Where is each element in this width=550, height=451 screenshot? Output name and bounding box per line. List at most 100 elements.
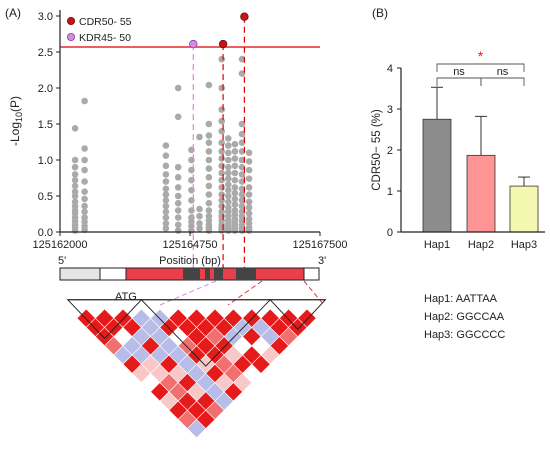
- data-point-1-11: [81, 145, 88, 152]
- y-title-rest: (P): [8, 96, 22, 112]
- data-point-10-5: [238, 208, 246, 216]
- data-point-10-10: [238, 178, 246, 185]
- data-point-9-10: [231, 184, 239, 191]
- data-point-10-17: [238, 120, 246, 128]
- data-point-7-20: [218, 84, 225, 92]
- data-point-10-9: [238, 185, 246, 193]
- data-point-7-12: [218, 169, 225, 177]
- y-tick-label-3: 1.5: [38, 119, 53, 131]
- data-point-0-16: [71, 125, 79, 132]
- data-point-9-16: [231, 140, 239, 148]
- intron-5: [99, 267, 127, 281]
- manhattan-plot: 0.0 0.5 1.0 1.5 2.0 2.5 3.0 125162000 125164750…: [8, 10, 348, 268]
- data-point-2-0: [162, 225, 170, 232]
- data-point-3-8: [174, 163, 182, 171]
- data-point-8-13: [225, 169, 232, 177]
- data-point-1-6: [81, 195, 88, 203]
- significance-brackets: ns ns *: [436, 48, 525, 86]
- data-point-1-9: [81, 166, 88, 174]
- data-point-2-8: [162, 178, 170, 185]
- data-point-8-17: [225, 142, 232, 149]
- data-point-10-11: [238, 171, 246, 178]
- bar-hap3: [509, 185, 539, 233]
- y-tick-label-1: 0.5: [38, 191, 53, 203]
- data-point-6-13: [205, 139, 213, 146]
- utr-3: [303, 267, 320, 281]
- bar-y-axis-title: CDR50− 55 (%): [371, 109, 383, 191]
- data-point-10-18: [238, 70, 246, 77]
- hap2-sequence: Hap2: GGCCAA: [424, 311, 505, 323]
- data-point-6-5: [205, 207, 213, 214]
- data-point-5-3: [196, 205, 203, 213]
- bar-x-label-hap1: Hap1: [424, 239, 450, 251]
- scatter-marks: [60, 12, 320, 268]
- data-point-6-16: [205, 81, 213, 89]
- data-point-2-5: [162, 197, 170, 204]
- bar-y-tick-label-4: 4: [387, 63, 393, 75]
- y-axis-title: -Log10(P): [8, 96, 24, 146]
- data-point-11-9: [245, 175, 253, 182]
- data-point-7-19: [218, 106, 225, 113]
- data-point-1-12: [81, 97, 88, 105]
- cdr-highlight-point-0: [218, 39, 228, 49]
- data-point-10-14: [238, 148, 246, 155]
- ld-cell-12-13: [297, 308, 317, 328]
- bar-y-tick-label-3: 3: [387, 104, 393, 116]
- y-ticks-a: 0.0 0.5 1.0 1.5 2.0 2.5 3.0: [38, 11, 60, 239]
- five-prime-label: 5': [58, 255, 66, 267]
- y-tick-label-6: 3.0: [38, 11, 53, 23]
- data-point-2-11: [162, 152, 170, 159]
- data-point-6-11: [205, 156, 213, 164]
- sig-label-1: ns: [497, 66, 509, 78]
- data-point-10-8: [238, 191, 246, 198]
- data-point-11-11: [245, 158, 253, 165]
- gene-model: 5' 3' ATG: [58, 255, 326, 306]
- bar-y-tick-label-2: 2: [387, 145, 393, 157]
- bar-x-label-hap2: Hap2: [468, 239, 494, 251]
- data-point-3-5: [174, 192, 182, 200]
- data-point-8-11: [225, 181, 232, 188]
- data-point-0-12: [71, 176, 79, 184]
- data-point-7-14: [218, 155, 225, 162]
- legend-cdr-marker: [67, 16, 76, 25]
- utr-5: [59, 267, 101, 281]
- dark-block-3: [214, 268, 223, 280]
- data-point-1-7: [81, 188, 88, 195]
- data-point-7-8: [218, 197, 225, 204]
- data-point-8-15: [225, 156, 232, 164]
- data-point-10-19: [238, 55, 246, 63]
- data-point-2-4: [162, 202, 170, 210]
- data-point-8-10: [225, 186, 232, 194]
- data-point-10-16: [238, 130, 246, 138]
- data-point-3-0: [174, 227, 182, 234]
- data-point-8-12: [225, 175, 232, 182]
- hap3-sequence: Hap3: GGCCCC: [424, 329, 505, 341]
- data-point-10-15: [238, 139, 246, 146]
- data-point-3-10: [174, 84, 182, 92]
- data-point-11-5: [245, 204, 253, 211]
- data-point-9-8: [231, 195, 239, 203]
- data-point-8-16: [225, 149, 232, 157]
- haplotype-legend: Hap1: AATTAA Hap2: GGCCAA Hap3: GGCCCC: [424, 293, 505, 341]
- y-title-sub: 10: [14, 112, 24, 122]
- data-point-0-10: [71, 188, 79, 195]
- data-point-3-6: [174, 184, 182, 191]
- legend-kdr-label: KDR45- 50: [79, 32, 131, 44]
- data-point-7-10: [218, 184, 225, 191]
- kdr-highlight-point-2: [189, 39, 198, 49]
- y-title-base: -Log: [8, 122, 22, 146]
- data-point-7-18: [218, 117, 225, 125]
- bar-y-tick-label-0: 0: [387, 227, 393, 239]
- data-point-7-16: [218, 139, 225, 146]
- hap1-sequence: Hap1: AATTAA: [424, 293, 498, 305]
- legend: CDR50- 55 KDR45- 50: [67, 16, 132, 44]
- sig-bracket-0: [436, 77, 482, 86]
- zoom-line-far-right: [303, 280, 325, 306]
- data-point-8-7: [225, 204, 232, 211]
- data-point-0-15: [71, 156, 79, 164]
- three-prime-label: 3': [318, 255, 326, 267]
- data-point-2-7: [162, 185, 170, 193]
- data-point-2-9: [162, 171, 170, 178]
- bar-hap2: [466, 154, 496, 233]
- legend-cdr-label: CDR50- 55: [79, 16, 132, 28]
